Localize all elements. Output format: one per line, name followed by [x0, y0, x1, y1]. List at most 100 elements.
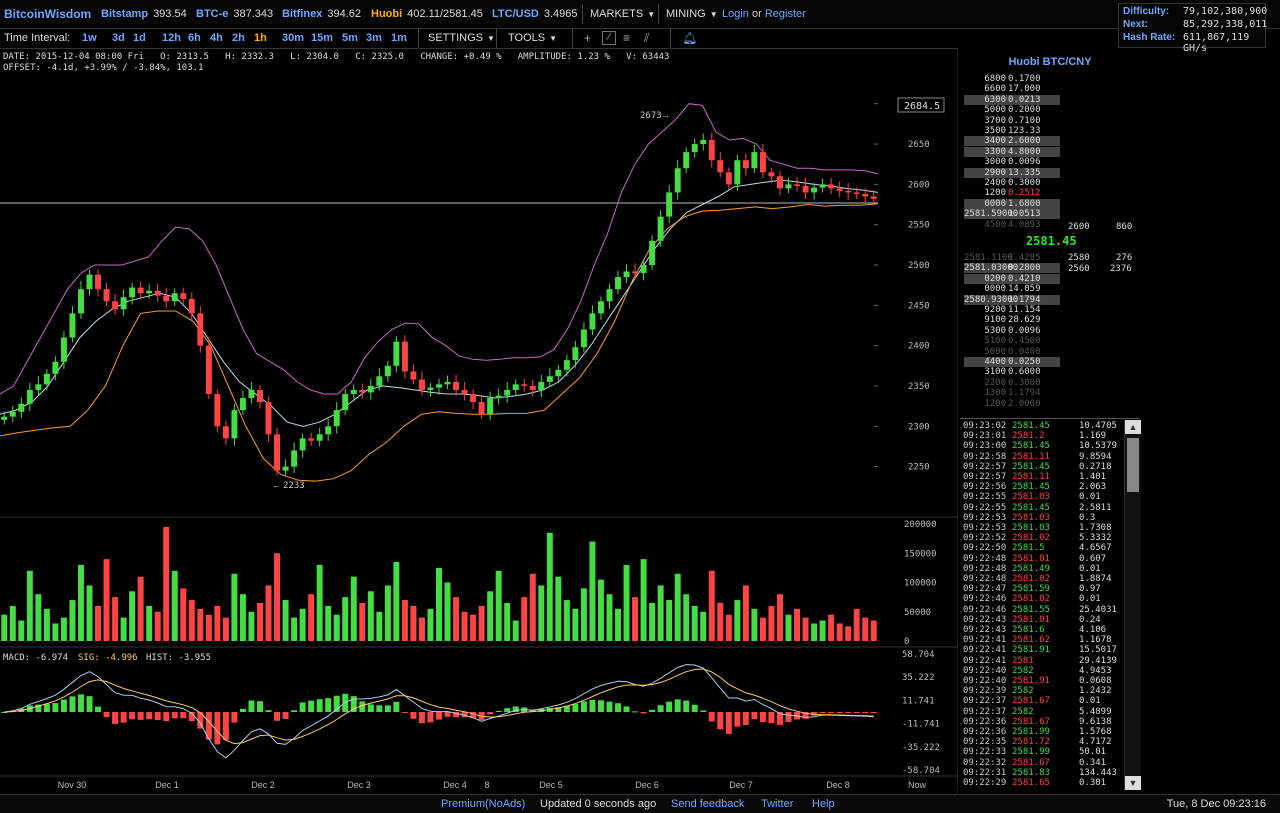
scroll-thumb[interactable] — [1127, 438, 1139, 492]
bid-row[interactable]: 5000 0.0400 — [964, 347, 1060, 357]
trade-row: 09:23:00 2581.45 10.5379 — [963, 441, 1123, 451]
ask-row[interactable]: 2581.59000 1.0513 — [964, 209, 1060, 220]
candle-body — [95, 274, 102, 290]
volume-tick-label: 100000 — [904, 579, 937, 589]
interval-3m[interactable]: 3m — [366, 32, 382, 44]
tools-menu[interactable]: TOOLS ▼ — [508, 32, 557, 44]
interval-5m[interactable]: 5m — [342, 32, 358, 44]
horizontal-lines-icon[interactable]: ≡ — [623, 31, 631, 45]
macd-histogram-bar — [580, 701, 587, 712]
ask-row[interactable]: 2900 13.335 — [964, 167, 1060, 178]
bid-row[interactable]: 2581.03000 0.2800 — [964, 263, 1060, 274]
hash-rate-value: 611,867,119 GH/s — [1183, 32, 1250, 54]
candle — [666, 185, 673, 224]
macd-histogram-bar — [333, 695, 340, 712]
twitter-link[interactable]: Twitter — [761, 798, 794, 810]
ask-row[interactable]: 2400 0.3000 — [964, 178, 1060, 188]
ask-row[interactable]: 6600 17.000 — [964, 84, 1060, 94]
bid-row[interactable]: 2581.1100 1.4285 — [964, 253, 1060, 263]
trade-row: 09:22:43 2581.6 4.106 — [963, 625, 1123, 635]
interval-15m[interactable]: 15m — [311, 32, 334, 44]
price-chart[interactable]: 2700265026002550250024502400235023002250… — [0, 48, 958, 794]
ticker-huobi[interactable]: Huobi 402.11/2581.45 — [371, 8, 483, 20]
order-book-title[interactable]: Huobi BTC/CNY — [1008, 56, 1092, 68]
bid-row[interactable]: 2200 0.3000 — [964, 378, 1060, 388]
ask-row[interactable]: 3300 4.8000 — [964, 146, 1060, 157]
scroll-up-icon[interactable]: ▲ — [1125, 420, 1141, 434]
ask-row[interactable]: 0000 1.6800 — [964, 198, 1060, 209]
interval-1w[interactable]: 1w — [82, 32, 97, 44]
brand-logo[interactable]: BitcoinWisdom — [4, 7, 92, 21]
ask-row[interactable]: 1200 0.2512 — [964, 188, 1060, 198]
recent-trades-list[interactable]: 09:23:02 2581.45 10.4705 09:23:01 2581.2 1.16… — [960, 418, 1140, 791]
ask-row[interactable]: 5000 0.2000 — [964, 105, 1060, 115]
macd-histogram-bar — [308, 700, 315, 712]
candle-body — [606, 289, 613, 302]
trade-time: 09:22:32 — [963, 757, 1007, 768]
price-tick-label: 2350 — [908, 382, 930, 392]
bid-row[interactable]: 4400 0.0250 — [964, 357, 1060, 367]
ask-row[interactable]: 3700 0.7100 — [964, 116, 1060, 126]
bid-row[interactable]: 5100 0.4500 — [964, 336, 1060, 346]
bid-row[interactable]: 0200 0.4210 — [964, 273, 1060, 284]
help-link[interactable]: Help — [812, 798, 835, 810]
bid-row[interactable]: 9100 28.629 — [964, 315, 1060, 325]
macd-histogram-bar — [487, 712, 494, 715]
candle-body — [683, 152, 690, 169]
bid-row[interactable]: 9200 11.154 — [964, 305, 1060, 315]
settings-menu[interactable]: SETTINGS ▼ — [428, 32, 495, 44]
interval-30m[interactable]: 30m — [282, 32, 305, 44]
candle — [572, 340, 579, 368]
trade-time: 09:22:35 — [963, 737, 1007, 748]
trade-price: 2582 — [1012, 686, 1034, 697]
register-link[interactable]: Register — [764, 8, 806, 20]
crosshair-icon[interactable]: + — [584, 31, 592, 45]
ticker-btc-e[interactable]: BTC-e 387.343 — [196, 8, 273, 20]
ask-row[interactable]: 3000 0.0096 — [964, 157, 1060, 167]
trade-amount: 0.0608 — [1079, 676, 1112, 686]
volume-bar — [580, 588, 587, 641]
premium-link[interactable]: Premium(NoAds) — [441, 798, 526, 810]
scroll-down-icon[interactable]: ▼ — [1125, 776, 1141, 790]
interval-3d[interactable]: 3d — [112, 32, 125, 44]
login-link[interactable]: Login — [722, 8, 749, 20]
send-feedback-link[interactable]: Send feedback — [671, 798, 745, 810]
fan-icon[interactable]: ⫽ — [644, 31, 650, 45]
bid-row[interactable]: 5300 0.0096 — [964, 326, 1060, 336]
trades-scrollbar[interactable]: ▲ ▼ — [1124, 420, 1141, 790]
bid-row[interactable]: 1300 1.1794 — [964, 388, 1060, 398]
bid-row[interactable]: 2580.93000 1.1794 — [964, 294, 1060, 305]
volume-tick-label: 200000 — [904, 520, 937, 530]
trendline-icon[interactable]: ∕ — [602, 31, 616, 45]
interval-2h[interactable]: 2h — [232, 32, 245, 44]
bid-row[interactable]: 1200 2.0000 — [964, 399, 1060, 409]
ticker-bitfinex[interactable]: Bitfinex 394.62 — [282, 8, 361, 20]
candle — [418, 371, 425, 396]
interval-1h[interactable]: 1h — [254, 32, 267, 44]
interval-6h[interactable]: 6h — [188, 32, 201, 44]
ticker-bitstamp[interactable]: Bitstamp 393.54 — [101, 8, 187, 20]
ask-row[interactable]: 4500 4.0893 — [964, 220, 1060, 230]
trade-row: 09:22:36 2581.67 9.6138 — [963, 717, 1123, 727]
macd-histogram-bar — [819, 712, 826, 713]
interval-1d[interactable]: 1d — [133, 32, 146, 44]
ask-row[interactable]: 6800 0.1700 — [964, 74, 1060, 84]
volume-bar — [836, 623, 843, 641]
trade-row: 09:22:46 2581.55 25.4031 — [963, 605, 1123, 615]
ask-row[interactable]: 3400 2.6000 — [964, 136, 1060, 147]
ticker-ltc-usd[interactable]: LTC/USD 3.4965 — [492, 8, 578, 20]
interval-12h[interactable]: 12h — [162, 32, 181, 44]
candle-body — [572, 347, 579, 361]
bid-row[interactable]: 3100 0.6000 — [964, 367, 1060, 377]
mining-menu[interactable]: MINING ▼ — [666, 8, 718, 20]
candle-body — [367, 385, 374, 393]
bid-row[interactable]: 0000 14.059 — [964, 284, 1060, 294]
candle-body — [325, 426, 332, 435]
interval-4h[interactable]: 4h — [210, 32, 223, 44]
volume-bar — [376, 611, 383, 641]
ask-row[interactable]: 3500 123.33 — [964, 126, 1060, 136]
interval-1m[interactable]: 1m — [391, 32, 407, 44]
markets-menu[interactable]: MARKETS ▼ — [590, 8, 655, 20]
ask-row[interactable]: 6300 0.0213 — [964, 94, 1060, 105]
bell-icon[interactable]: 🔔︎ — [682, 31, 698, 45]
